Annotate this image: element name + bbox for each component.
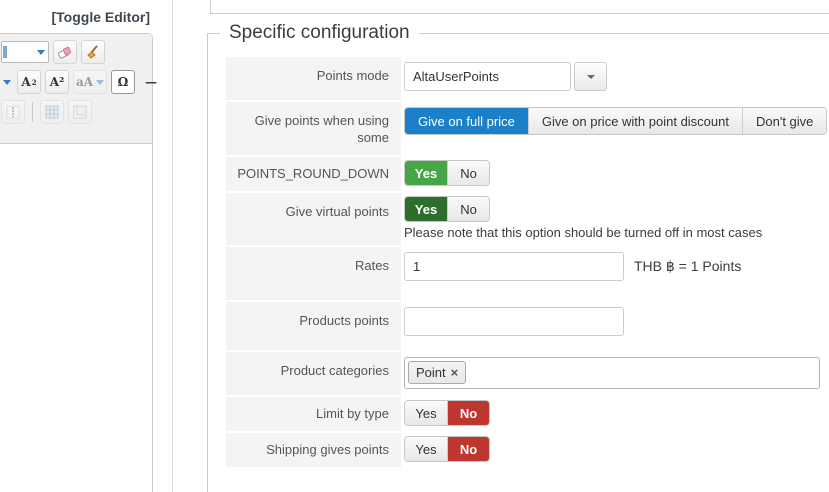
row-label: Product categories bbox=[226, 352, 401, 395]
broom-clean-icon[interactable] bbox=[81, 40, 105, 64]
style-select-text-fragment bbox=[3, 46, 7, 58]
products-points-input[interactable] bbox=[404, 307, 624, 336]
rates-input[interactable] bbox=[404, 252, 624, 281]
layout-frame-icon bbox=[68, 100, 92, 124]
superscript-button[interactable]: A² bbox=[45, 70, 69, 94]
row-give-virtual-points: Give virtual points Yes No Please note t… bbox=[226, 193, 829, 245]
row-label: Give points when using some bbox=[226, 102, 401, 155]
yes-button[interactable]: Yes bbox=[405, 161, 447, 185]
chevron-down-icon bbox=[586, 74, 595, 79]
row-label: Rates bbox=[226, 247, 401, 300]
row-shipping-gives-points: Shipping gives points Yes No bbox=[226, 433, 829, 467]
row-points-round-down: POINTS_ROUND_DOWN Yes No bbox=[226, 157, 829, 191]
row-limit-by-type: Limit by type Yes No bbox=[226, 397, 829, 431]
chevron-down-icon bbox=[96, 79, 105, 85]
give-on-full-price-button[interactable]: Give on full price bbox=[405, 108, 528, 134]
toggle-editor-link[interactable]: [Toggle Editor] bbox=[51, 9, 151, 25]
fieldset-legend: Specific configuration bbox=[229, 22, 410, 43]
virtual-points-note: Please note that this option should be t… bbox=[404, 225, 763, 240]
limit-by-type-toggle: Yes No bbox=[404, 400, 490, 426]
category-tag: Point × bbox=[408, 361, 467, 384]
case-change-button: aA bbox=[73, 70, 107, 94]
rates-suffix: THB ฿ = 1 Points bbox=[634, 258, 742, 274]
eraser-icon[interactable] bbox=[53, 40, 77, 64]
specific-configuration-fieldset: Specific configuration Points mode AltaU… bbox=[207, 22, 829, 492]
no-button[interactable]: No bbox=[447, 197, 489, 221]
row-label: Points mode bbox=[226, 57, 401, 100]
give-on-discount-price-button[interactable]: Give on price with point discount bbox=[527, 108, 742, 134]
no-button[interactable]: No bbox=[447, 437, 489, 461]
yes-button[interactable]: Yes bbox=[405, 197, 447, 221]
category-tag-label: Point bbox=[416, 365, 446, 380]
points-mode-value[interactable]: AltaUserPoints bbox=[404, 62, 571, 91]
toolbar-row-1 bbox=[1, 40, 148, 64]
page-break-icon bbox=[1, 100, 25, 124]
special-character-button[interactable]: Ω bbox=[111, 70, 135, 94]
shipping-gives-points-toggle: Yes No bbox=[404, 436, 490, 462]
subscript-label: A bbox=[21, 75, 31, 89]
give-points-button-group: Give on full price Give on price with po… bbox=[404, 107, 828, 135]
product-categories-input[interactable]: Point × bbox=[404, 357, 820, 389]
style-select[interactable] bbox=[1, 41, 49, 63]
chevron-down-icon bbox=[37, 49, 45, 55]
points-round-down-toggle: Yes No bbox=[404, 160, 490, 186]
row-products-points: Products points bbox=[226, 302, 829, 350]
subscript-sub-label: 2 bbox=[31, 77, 37, 87]
no-button[interactable]: No bbox=[447, 161, 489, 185]
column-divider bbox=[172, 0, 173, 492]
row-points-mode: Points mode AltaUserPoints bbox=[226, 57, 829, 100]
config-table: Points mode AltaUserPoints Give points w… bbox=[226, 57, 829, 467]
table-icon bbox=[40, 100, 64, 124]
remove-tag-icon[interactable]: × bbox=[450, 365, 459, 380]
row-label: Limit by type bbox=[226, 397, 401, 431]
toolbar-separator bbox=[32, 102, 33, 122]
editor-content-area[interactable] bbox=[0, 144, 152, 492]
row-give-points-when: Give points when using some Give on full… bbox=[226, 102, 829, 155]
yes-button[interactable]: Yes bbox=[405, 437, 447, 461]
no-button[interactable]: No bbox=[447, 401, 489, 425]
yes-button[interactable]: Yes bbox=[405, 401, 447, 425]
horizontal-rule-button[interactable]: — bbox=[145, 75, 157, 89]
row-label: Give virtual points bbox=[226, 193, 401, 245]
select-dropdown-button[interactable] bbox=[574, 62, 607, 91]
points-mode-select[interactable]: AltaUserPoints bbox=[404, 62, 829, 91]
dont-give-button[interactable]: Don't give bbox=[741, 108, 827, 134]
case-change-label: aA bbox=[75, 75, 94, 89]
give-virtual-points-toggle: Yes No bbox=[404, 196, 490, 222]
row-product-categories: Product categories Point × bbox=[226, 352, 829, 395]
row-label: Products points bbox=[226, 302, 401, 350]
row-label: POINTS_ROUND_DOWN bbox=[226, 157, 401, 191]
row-label: Shipping gives points bbox=[226, 433, 401, 467]
toolbar-row-3 bbox=[1, 100, 148, 124]
chevron-down-icon[interactable] bbox=[1, 70, 13, 94]
previous-fieldset-edge bbox=[210, 0, 829, 14]
row-rates: Rates THB ฿ = 1 Points bbox=[226, 247, 829, 300]
